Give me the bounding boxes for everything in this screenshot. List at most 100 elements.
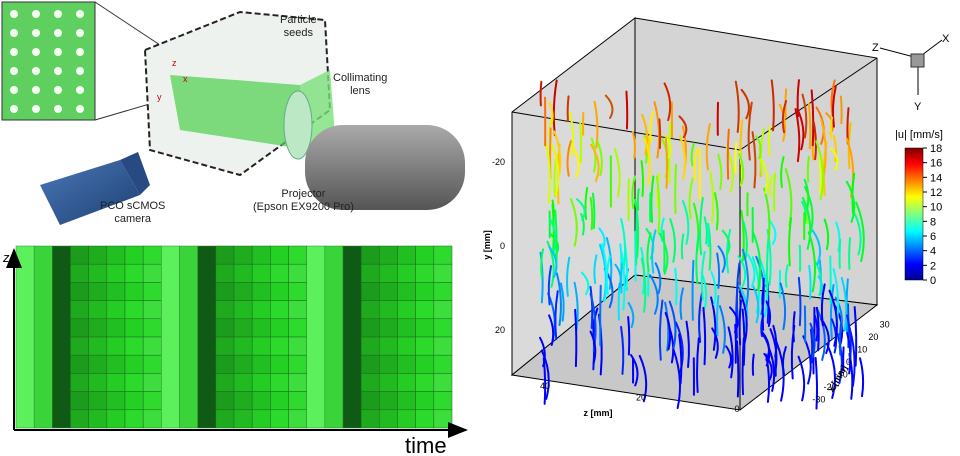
axis-label: y (157, 92, 162, 102)
streamline (589, 330, 597, 365)
cell (142, 373, 162, 392)
streamline (669, 218, 676, 263)
seed-dot (76, 105, 84, 113)
streamline (589, 196, 594, 231)
cell (360, 373, 380, 392)
streamline (801, 93, 808, 139)
orientation-label: Y (914, 101, 922, 113)
streamline (726, 128, 730, 180)
cell (360, 245, 380, 265)
streamline (681, 200, 690, 245)
streamline (752, 232, 762, 291)
y-tick-label: -20 (492, 157, 505, 167)
cell (288, 245, 307, 265)
streamline (655, 175, 661, 235)
streamline (700, 250, 706, 301)
cell (88, 300, 108, 320)
seed-dot (10, 10, 18, 18)
streamline (554, 290, 559, 341)
cell (379, 300, 398, 320)
cell (142, 263, 162, 283)
streamline (853, 212, 862, 256)
streamline (662, 229, 666, 273)
cell (270, 318, 289, 338)
cell (433, 263, 453, 283)
cell (397, 373, 416, 392)
streamline (760, 158, 769, 194)
streamline (546, 240, 555, 288)
streamline (693, 148, 699, 181)
cell (233, 263, 253, 283)
streamline (579, 122, 583, 164)
cell (397, 409, 416, 429)
streamline (796, 79, 800, 118)
streamline (741, 248, 750, 308)
streamline (654, 262, 662, 295)
cell (233, 282, 253, 301)
cell (124, 263, 144, 283)
streamline (746, 253, 756, 288)
cell (233, 336, 253, 356)
streamline (605, 237, 613, 290)
cell (288, 300, 307, 320)
streamline (613, 148, 621, 198)
streamline (815, 140, 825, 201)
streamline (736, 340, 740, 398)
streamline (674, 267, 678, 306)
cell (106, 318, 126, 338)
cell (124, 318, 144, 338)
streamline (678, 333, 683, 385)
seed-dot (54, 10, 62, 18)
z-axis-label: z [mm] (584, 408, 613, 418)
streamline (765, 353, 771, 403)
cell (270, 391, 289, 411)
streamline (738, 285, 749, 331)
pattern (15, 245, 453, 429)
streamline (829, 147, 839, 171)
streamline (859, 357, 865, 398)
cell (360, 318, 380, 338)
streamline (664, 136, 669, 189)
seed-dot (10, 67, 18, 75)
cell (360, 263, 380, 283)
cell (233, 300, 253, 320)
cell (124, 336, 144, 356)
cell (233, 318, 253, 338)
plot-box (510, 16, 879, 411)
stripe (342, 245, 362, 429)
colorbar-tick-label: 0 (930, 275, 936, 287)
streamline (742, 220, 748, 260)
y-tick-label: 0 (500, 241, 505, 251)
cell (124, 300, 144, 320)
streamline (797, 355, 806, 402)
stripe (324, 245, 344, 429)
colorbar-tick-label: 10 (930, 202, 942, 214)
cell (70, 318, 89, 338)
streamline (848, 237, 851, 270)
cell (415, 373, 435, 392)
cell (88, 354, 108, 374)
colorbar (904, 147, 924, 281)
streamline (741, 308, 746, 366)
streamline (640, 257, 647, 313)
colorbar-tick-label: 4 (930, 246, 936, 258)
streamline (725, 228, 732, 274)
streamline (573, 281, 579, 331)
streamline (695, 230, 701, 285)
streamline (747, 101, 753, 161)
cell (288, 391, 307, 411)
x-tick-label: 10 (857, 345, 867, 355)
streamline (769, 328, 778, 378)
streamline (638, 354, 648, 403)
streamline (625, 90, 629, 130)
streamline (604, 94, 614, 119)
streamline (651, 229, 657, 274)
streamline (599, 284, 602, 347)
streamline (838, 322, 843, 356)
streamline (636, 188, 640, 211)
streamline (658, 232, 669, 275)
colorbar-tick-label: 16 (930, 158, 942, 170)
seed-dot (54, 29, 62, 37)
cell (215, 300, 235, 320)
streamline (590, 137, 597, 173)
